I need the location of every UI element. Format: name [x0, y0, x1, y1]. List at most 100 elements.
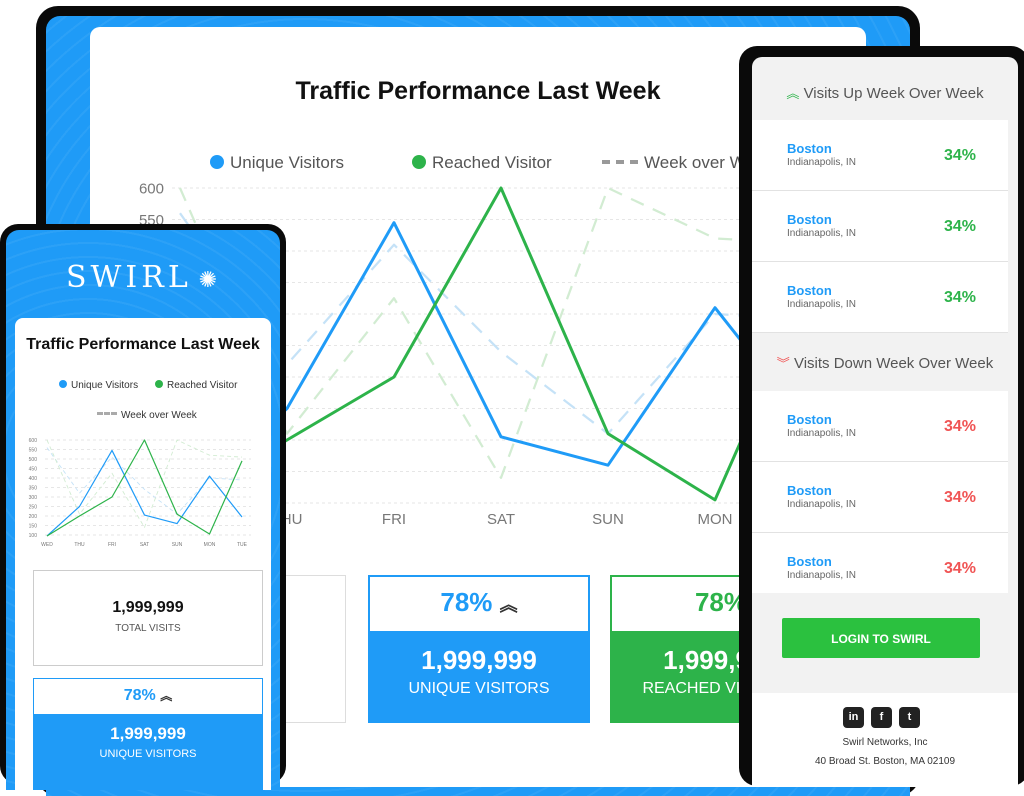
city-location: Indianapolis, IN — [787, 499, 856, 510]
city-row[interactable]: Boston Indianapolis, IN 34% — [752, 120, 1008, 191]
total-visits-label: TOTAL VISITS — [115, 623, 181, 634]
city-name[interactable]: Boston — [787, 483, 832, 498]
page-title: Traffic Performance Last Week — [295, 77, 661, 105]
y-tick-label: 250 — [29, 504, 38, 510]
twitter-icon[interactable]: t — [899, 707, 920, 728]
x-tick-label: MON — [204, 542, 216, 548]
reached-visitor-line — [179, 186, 824, 508]
change-percent: 34% — [943, 289, 976, 306]
y-tick-label: 200 — [29, 514, 38, 520]
visits-down-heading: ︾ Visits Down Week Over Week — [752, 353, 1018, 372]
double-chevron-up-icon: ︽ — [160, 689, 173, 703]
y-tick-label: 500 — [29, 457, 38, 463]
legend-unique-visitors: Unique Visitors — [210, 153, 344, 173]
double-chevron-up-icon: ︽ — [499, 595, 518, 615]
reached-visitor-line — [46, 439, 243, 537]
x-tick-label: TUE — [237, 542, 248, 548]
double-chevron-up-icon: ︽ — [786, 86, 800, 101]
unique-visitors-line — [46, 449, 243, 537]
swirl-logo-icon: ✺ — [191, 268, 218, 293]
visits-down-title: Visits Down Week Over Week — [793, 355, 994, 372]
y-tick-label: 600 — [139, 180, 164, 197]
city-name[interactable]: Boston — [787, 554, 832, 569]
week-over-week-line — [46, 439, 243, 528]
unique-visitors-box: 78% ︽ 1,999,999 UNIQUE VISITORS — [33, 678, 263, 790]
city-row[interactable]: Boston Indianapolis, IN 34% — [752, 191, 1008, 262]
green-dot-icon — [155, 380, 163, 388]
y-tick-label: 400 — [29, 476, 38, 482]
change-percent: 34% — [943, 489, 976, 506]
unique-visitors-label: UNIQUE VISITORS — [99, 748, 197, 760]
unique-visitors-label: UNIQUE VISITORS — [408, 680, 550, 697]
city-name[interactable]: Boston — [787, 141, 832, 156]
x-tick-label: SUN — [172, 542, 183, 548]
city-name[interactable]: Boston — [787, 283, 832, 298]
change-percent: 34% — [943, 147, 976, 164]
unique-visitors-bar: 1,999,999 UNIQUE VISITORS — [370, 631, 588, 721]
login-button[interactable]: LOGIN TO SWIRL — [782, 618, 980, 658]
visits-up-heading: ︽ Visits Up Week Over Week — [752, 83, 1018, 102]
unique-visitors-box: 78% ︽ 1,999,999 UNIQUE VISITORS — [368, 575, 590, 723]
legend-reached-visitor: Reached Visitor — [155, 380, 237, 391]
mobile-screen: SWIRL ✺ Traffic Performance Last Week Un… — [6, 230, 280, 790]
y-tick-label: 600 — [29, 438, 38, 444]
city-row[interactable]: Boston Indianapolis, IN 34% — [752, 391, 1008, 462]
reached-visitors-pct: 78% — [694, 587, 748, 617]
week-over-week-line — [46, 447, 243, 515]
city-name[interactable]: Boston — [787, 212, 832, 227]
double-chevron-down-icon: ︾ — [776, 356, 790, 371]
total-visits-value: 1,999,999 — [112, 599, 184, 616]
x-tick-label: SAT — [487, 511, 515, 528]
pct-text: 78% — [123, 687, 156, 704]
legend-reached-visitor: Reached Visitor — [412, 153, 552, 173]
city-location: Indianapolis, IN — [787, 228, 856, 239]
x-tick-label: SUN — [592, 511, 624, 528]
swirl-logo: SWIRL ✺ — [66, 260, 217, 295]
green-dot-icon — [412, 155, 426, 169]
legend-unique-visitors: Unique Visitors — [59, 380, 138, 391]
legend-label: Week over Week — [121, 410, 197, 421]
mobile-device-frame: SWIRL ✺ Traffic Performance Last Week Un… — [0, 224, 286, 790]
unique-visitors-bar: 1,999,999 UNIQUE VISITORS — [34, 714, 262, 790]
y-tick-label: 150 — [29, 523, 38, 529]
linkedin-icon[interactable]: in — [843, 707, 864, 728]
x-tick-label: FRI — [108, 542, 116, 548]
phone-device-frame: ︽ Visits Up Week Over Week Boston Indiana… — [739, 46, 1024, 787]
unique-visitors-value: 1,999,999 — [421, 645, 537, 675]
y-tick-label: 450 — [29, 466, 38, 472]
unique-visitors-value: 1,999,999 — [110, 724, 186, 743]
y-tick-label: 100 — [29, 533, 38, 539]
legend-label: Unique Visitors — [230, 153, 345, 172]
mini-line-chart: 100 150 200 250 300 350 400 450 500 550 600 WED THU F… — [29, 438, 251, 548]
city-row[interactable]: Boston Indianapolis, IN 34% — [752, 262, 1008, 333]
city-row[interactable]: Boston Indianapolis, IN 34% — [752, 533, 1008, 604]
y-tick-label: 300 — [29, 495, 38, 501]
x-tick-label: WED — [41, 542, 53, 548]
city-row[interactable]: Boston Indianapolis, IN 34% — [752, 462, 1008, 533]
visits-up-title: Visits Up Week Over Week — [803, 85, 984, 102]
facebook-icon[interactable]: f — [871, 707, 892, 728]
y-tick-label: 350 — [29, 485, 38, 491]
x-tick-label: THU — [74, 542, 85, 548]
pct-text: 78% — [440, 587, 493, 617]
mobile-page-title: Traffic Performance Last Week — [26, 336, 260, 353]
blue-dot-icon — [210, 155, 224, 169]
change-percent: 34% — [943, 560, 976, 577]
phone-screen: ︽ Visits Up Week Over Week Boston Indiana… — [752, 57, 1018, 787]
city-location: Indianapolis, IN — [787, 428, 856, 439]
change-percent: 34% — [943, 418, 976, 435]
dashed-line-icon — [602, 160, 638, 164]
total-visits-box: 1,999,999 TOTAL VISITS — [33, 570, 263, 666]
legend-label: Reached Visitor — [167, 380, 238, 391]
y-tick-label: 550 — [29, 447, 38, 453]
city-location: Indianapolis, IN — [787, 570, 856, 581]
blue-dot-icon — [59, 380, 67, 388]
city-location: Indianapolis, IN — [787, 157, 856, 168]
change-percent: 34% — [943, 218, 976, 235]
company-name: Swirl Networks, Inc — [842, 737, 928, 748]
company-address: 40 Broad St. Boston, MA 02109 — [814, 756, 956, 767]
city-name[interactable]: Boston — [787, 412, 832, 427]
week-over-week-line — [178, 186, 823, 479]
unique-visitors-pct: 78% ︽ — [34, 687, 262, 705]
login-area: LOGIN TO SWIRL — [752, 593, 1018, 693]
